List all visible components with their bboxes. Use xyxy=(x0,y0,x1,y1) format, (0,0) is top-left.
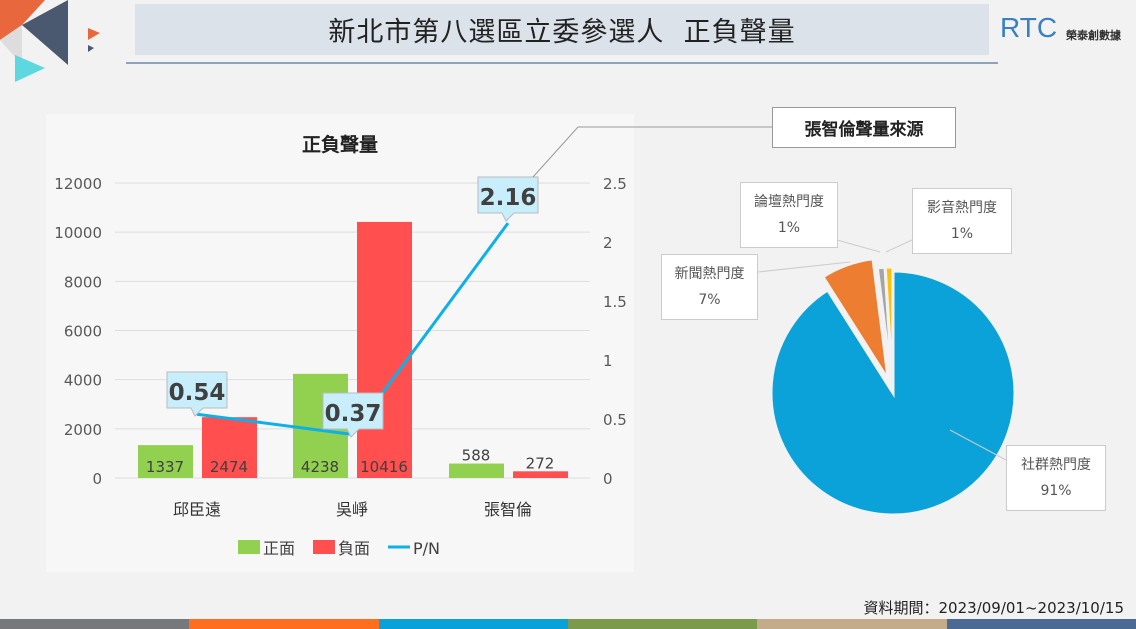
pn-data-label: 0.54 xyxy=(169,380,226,406)
footer-stripes xyxy=(0,619,1136,629)
bar-data-label: 10416 xyxy=(360,458,408,476)
x-tick-label: 張智倫 xyxy=(484,500,532,519)
stripe xyxy=(757,619,947,629)
stripe xyxy=(0,619,190,629)
pn-callout xyxy=(477,176,539,222)
bar-data-label: 2474 xyxy=(210,458,248,476)
x-tick-label: 吳崢 xyxy=(336,500,368,519)
pie-label-video: 影音熱門度 1% xyxy=(912,188,1012,254)
corner-decoration xyxy=(0,0,100,82)
y2-tick-label: 2.5 xyxy=(603,175,627,193)
y2-tick-label: 0.5 xyxy=(603,411,627,429)
bar-negative xyxy=(513,471,568,478)
legend-swatch-positive xyxy=(238,540,260,554)
callout-connector xyxy=(532,126,772,178)
y2-tick-label: 1 xyxy=(603,352,613,370)
pie-label-social: 社群熱門度 91% xyxy=(1006,445,1106,511)
page-title: 新北市第八選區立委參選人 正負聲量 xyxy=(135,4,989,55)
x-tick-label: 邱臣遠 xyxy=(173,500,221,519)
y-tick-label: 8000 xyxy=(64,273,102,291)
bar-data-label: 588 xyxy=(462,447,491,465)
pie-slice xyxy=(769,269,1017,517)
y-tick-label: 0 xyxy=(92,470,102,488)
legend-label: 負面 xyxy=(338,539,370,558)
y2-tick-label: 0 xyxy=(603,470,613,488)
legend-label: P/N xyxy=(413,539,440,558)
stripe xyxy=(567,619,758,629)
legend-swatch-negative xyxy=(313,540,335,554)
title-divider xyxy=(126,62,998,64)
stripe xyxy=(946,619,1136,629)
leader-line xyxy=(757,261,851,273)
stripe xyxy=(378,619,568,629)
chart-title: 正負聲量 xyxy=(302,133,378,156)
bar-positive xyxy=(138,445,193,478)
pie-label-forum: 論壇熱門度 1% xyxy=(740,182,838,248)
bar-data-label: 4238 xyxy=(301,458,339,476)
y-tick-label: 12000 xyxy=(54,175,102,193)
bar-negative xyxy=(202,417,257,478)
leader-line xyxy=(885,239,913,253)
pn-callout xyxy=(322,392,384,438)
pn-data-label: 2.16 xyxy=(480,185,537,211)
y-tick-label: 4000 xyxy=(64,372,102,390)
pn-callout xyxy=(166,371,228,417)
y2-tick-label: 2 xyxy=(603,234,613,252)
logo: RTC 榮泰創數據 xyxy=(1000,12,1121,43)
bar-positive xyxy=(449,463,504,478)
y-tick-label: 10000 xyxy=(54,224,102,242)
bar-data-label: 1337 xyxy=(146,458,184,476)
stripe xyxy=(189,619,379,629)
pn-data-label: 0.37 xyxy=(325,401,382,427)
y-tick-label: 6000 xyxy=(64,323,102,341)
bar-negative xyxy=(357,221,412,478)
y-tick-label: 2000 xyxy=(64,421,102,439)
y2-tick-label: 1.5 xyxy=(603,293,627,311)
pie-slice xyxy=(883,265,895,390)
bar-data-label: 272 xyxy=(526,454,555,472)
pie-slice xyxy=(820,257,890,381)
pie-title: 張智倫聲量來源 xyxy=(772,107,956,148)
leader-line xyxy=(949,429,1007,461)
pie-label-news: 新聞熱門度 7% xyxy=(661,254,758,320)
legend-label: 正面 xyxy=(263,539,295,558)
data-period: 資料期間：2023/09/01~2023/10/15 xyxy=(863,599,1124,617)
leader-line xyxy=(836,239,881,253)
